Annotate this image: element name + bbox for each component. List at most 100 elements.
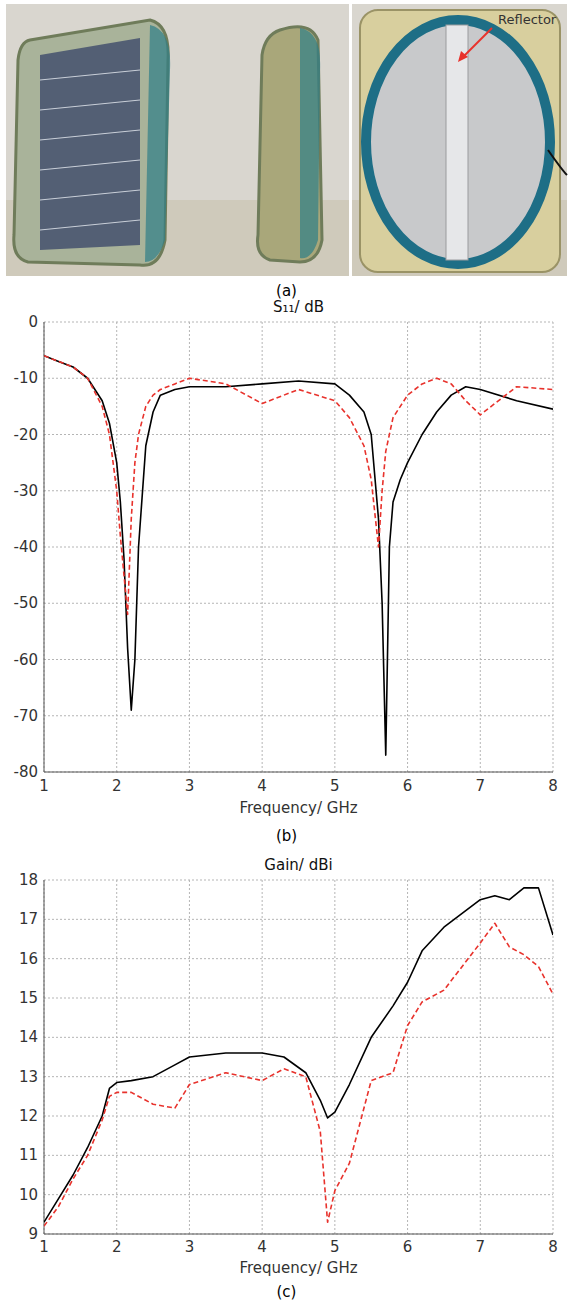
grid-line: [44, 659, 553, 660]
grid-line: [44, 434, 553, 435]
cell-line: [40, 130, 140, 140]
chart: S₁₁/ dB0-10-20-30-40-50-60-70-8012345678…: [14, 298, 558, 845]
grid-line: [44, 322, 553, 323]
tick-label: -20: [14, 426, 39, 444]
grid-line: [44, 1037, 553, 1038]
tick-label: 7: [476, 1238, 486, 1256]
grid-line: [407, 880, 408, 1234]
antenna-side: [258, 27, 323, 262]
tick-label: -60: [14, 651, 39, 669]
tick-label: 4: [257, 1238, 267, 1256]
tick-label: 17: [19, 910, 38, 928]
series-line: [44, 923, 553, 1226]
grid-line: [262, 880, 263, 1234]
grid-line: [116, 880, 117, 1234]
grid-line: [553, 322, 554, 772]
tick-label: 1: [39, 1238, 49, 1256]
tick-label: -50: [14, 594, 39, 612]
grid-line: [44, 880, 45, 1234]
grid-line: [480, 880, 481, 1234]
photo: [183, 4, 349, 276]
annotation: Reflector: [498, 12, 557, 27]
tick-label: -30: [14, 482, 39, 500]
tick-label: 9: [28, 1225, 38, 1243]
tick-label: 10: [19, 1186, 38, 1204]
annotation-arrowhead: [458, 51, 468, 62]
y-axis: [44, 322, 45, 772]
cell-line: [40, 100, 140, 110]
grid-line: [262, 322, 263, 772]
tick-label: 2: [112, 777, 122, 795]
grid-line: [44, 772, 553, 773]
grid-line: [44, 378, 553, 379]
grid-line: [116, 322, 117, 772]
grid-line: [44, 715, 553, 716]
tick-label: 5: [330, 1238, 340, 1256]
cable: [548, 150, 567, 175]
grid-line: [334, 322, 335, 772]
axis-title: Frequency/ GHz: [239, 1259, 357, 1277]
photo: [6, 4, 184, 276]
tick-label: -10: [14, 369, 39, 387]
photo-panel: Reflector: [6, 4, 567, 276]
figure: Reflector(a)S₁₁/ dB0-10-20-30-40-50-60-7…: [0, 0, 573, 1308]
tick-label: 18: [19, 871, 38, 889]
feed-strip: [446, 25, 468, 260]
grid-line: [44, 1234, 553, 1235]
grid-line: [189, 322, 190, 772]
panel-label: (b): [276, 827, 297, 845]
tick-label: 12: [19, 1107, 38, 1125]
tick-label: -40: [14, 538, 39, 556]
tick-label: -70: [14, 707, 39, 725]
antenna-edge: [145, 25, 170, 262]
grid-line: [44, 1194, 553, 1195]
chart: Gain/ dBi910111213141516171812345678Freq…: [19, 856, 558, 1301]
tick-label: -80: [14, 763, 39, 781]
grid-line: [44, 919, 553, 920]
tick-label: 8: [548, 777, 558, 795]
antenna-side: [14, 20, 168, 265]
tick-label: 3: [185, 777, 195, 795]
tick-label: 4: [257, 777, 267, 795]
photo: [352, 4, 567, 276]
series-line: [44, 888, 553, 1222]
grid-line: [44, 880, 553, 881]
plot-area: [44, 888, 553, 1226]
tick-label: 16: [19, 950, 38, 968]
grid-line: [44, 322, 45, 772]
series-line: [44, 356, 553, 755]
tick-label: 5: [330, 777, 340, 795]
plot-area: [44, 356, 553, 755]
panel-label: (c): [277, 1283, 297, 1301]
annotation-arrow: [462, 28, 492, 58]
reflector: [366, 20, 550, 264]
tick-label: 1: [39, 777, 49, 795]
antenna-edge: [300, 28, 320, 258]
grid-line: [44, 547, 553, 548]
cell-line: [40, 220, 140, 230]
cell-line: [40, 160, 140, 170]
tick-label: 8: [548, 1238, 558, 1256]
grid-line: [44, 998, 553, 999]
y-axis: [44, 880, 45, 1234]
tick-label: 11: [19, 1146, 38, 1164]
chart-title: Gain/ dBi: [264, 856, 332, 874]
tick-label: 13: [19, 1068, 38, 1086]
tick-label: 15: [19, 989, 38, 1007]
axis-title: Frequency/ GHz: [239, 799, 357, 817]
x-axis: [44, 772, 553, 773]
grid-line: [44, 1155, 553, 1156]
x-axis: [44, 1234, 553, 1235]
tick-label: 2: [112, 1238, 122, 1256]
tick-label: 3: [185, 1238, 195, 1256]
antenna-back: [360, 10, 560, 272]
tick-label: 0: [28, 313, 38, 331]
grid-line: [334, 880, 335, 1234]
solar-cell: [40, 38, 140, 250]
grid-line: [44, 490, 553, 491]
tick-label: 6: [403, 1238, 413, 1256]
cell-line: [40, 190, 140, 200]
tick-label: 7: [476, 777, 486, 795]
tick-label: 14: [19, 1028, 38, 1046]
grid-line: [44, 1116, 553, 1117]
